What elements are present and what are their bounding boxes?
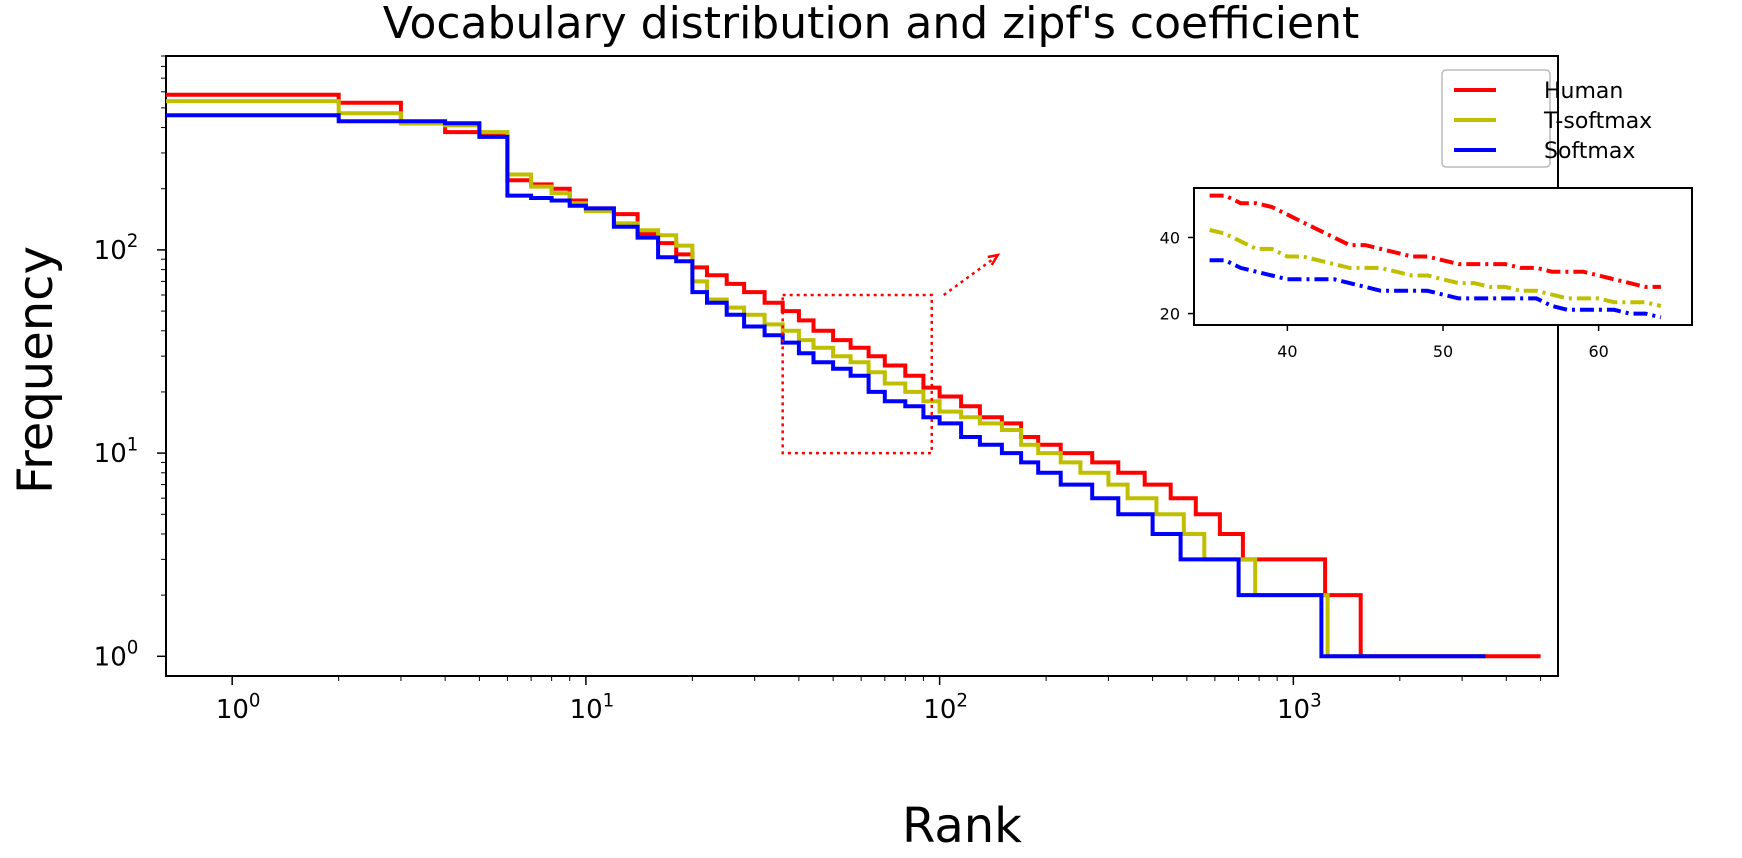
- legend-label-softmax: Softmax: [1544, 139, 1635, 164]
- y-axis-label: Frequency: [8, 246, 64, 494]
- zoom-arrow-head: [987, 253, 1001, 266]
- inset-x-tick-label: 40: [1277, 342, 1297, 361]
- inset-y-tick-label: 40: [1160, 228, 1180, 247]
- series-line-t-softmax: [166, 99, 1486, 659]
- x-tick-label: 100: [216, 690, 261, 725]
- inset-x-tick-label: 50: [1433, 342, 1453, 361]
- legend-label-t-softmax: T-softmax: [1543, 109, 1652, 134]
- inset-frame: [1193, 187, 1693, 326]
- x-tick-label: 103: [1277, 690, 1322, 725]
- x-axis-label: Rank: [902, 798, 1022, 854]
- inset-x-tick-label: 60: [1588, 342, 1608, 361]
- zoom-arrow: [943, 258, 993, 296]
- inset-plot: 40 50 60 20 40: [1160, 187, 1693, 361]
- inset-y-tick-label: 20: [1160, 305, 1180, 324]
- legend: Human T-softmax Softmax: [1441, 69, 1652, 168]
- y-tick-label: 102: [94, 231, 139, 266]
- inset-series-line-t-softmax: [1209, 227, 1662, 308]
- plot-frame: [165, 55, 1559, 677]
- inset-series-line-softmax: [1209, 258, 1662, 320]
- y-tick-label: 100: [94, 638, 139, 673]
- series-line-softmax: [166, 113, 1486, 659]
- main-plot: 100 101 102 103 100 101 102: [94, 55, 1559, 725]
- chart-title: Vocabulary distribution and zipf's coeff…: [383, 0, 1359, 49]
- y-tick-label: 101: [94, 434, 139, 469]
- x-tick-label: 101: [570, 690, 615, 725]
- legend-label-human: Human: [1544, 79, 1623, 104]
- x-tick-label: 102: [923, 690, 968, 725]
- inset-series-line-human: [1209, 193, 1661, 289]
